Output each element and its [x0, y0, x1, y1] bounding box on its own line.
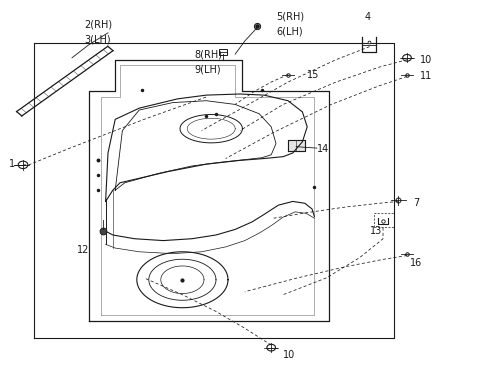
Text: 7: 7 — [413, 198, 419, 208]
Text: 11: 11 — [420, 72, 432, 81]
Text: 9(LH): 9(LH) — [194, 64, 221, 74]
Text: 13: 13 — [370, 226, 382, 236]
Text: 4: 4 — [365, 12, 371, 22]
Text: 1: 1 — [9, 159, 15, 169]
Text: 3(LH): 3(LH) — [84, 34, 110, 44]
Polygon shape — [288, 140, 305, 151]
Text: 8(RH): 8(RH) — [194, 49, 222, 59]
Text: 16: 16 — [410, 258, 423, 268]
Text: 12: 12 — [77, 245, 89, 255]
Text: 5(RH): 5(RH) — [276, 12, 304, 22]
Text: 15: 15 — [307, 70, 320, 79]
Text: 14: 14 — [317, 144, 329, 154]
Text: 2(RH): 2(RH) — [84, 19, 112, 29]
Text: 10: 10 — [283, 350, 296, 360]
Text: 10: 10 — [420, 55, 432, 65]
Text: 6(LH): 6(LH) — [276, 27, 302, 37]
Bar — [219, 49, 227, 55]
